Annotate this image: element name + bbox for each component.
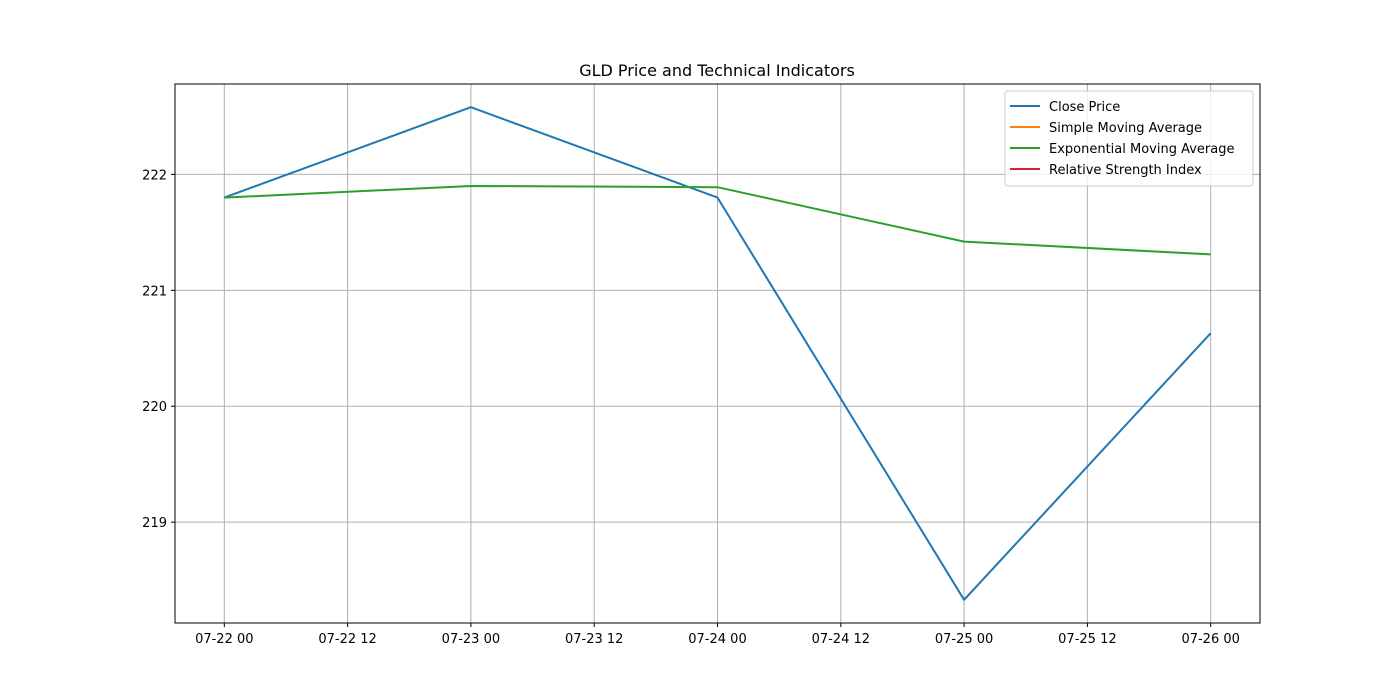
- x-tick-label: 07-25 00: [935, 632, 993, 647]
- chart-title: GLD Price and Technical Indicators: [579, 61, 855, 80]
- x-axis: 07-22 00 07-22 12 07-23 00 07-23 12 07-24 00…: [195, 623, 1240, 647]
- x-tick-label: 07-26 00: [1181, 632, 1239, 647]
- x-tick-label: 07-24 00: [688, 632, 746, 647]
- legend-label: Close Price: [1049, 100, 1120, 115]
- x-tick-label: 07-24 12: [812, 632, 870, 647]
- legend-label: Simple Moving Average: [1049, 121, 1202, 136]
- x-tick-label: 07-22 12: [318, 632, 376, 647]
- x-tick-label: 07-22 00: [195, 632, 253, 647]
- x-tick-label: 07-23 12: [565, 632, 623, 647]
- series-line-0: [223, 106, 1212, 601]
- legend-label: Exponential Moving Average: [1049, 142, 1235, 157]
- y-tick-label: 220: [142, 400, 167, 415]
- legend: Close Price Simple Moving Average Exponent…: [1004, 90, 1254, 187]
- y-tick-label: 221: [142, 284, 167, 299]
- legend-label: Relative Strength Index: [1049, 163, 1202, 178]
- series-lines: [223, 106, 1212, 601]
- x-tick-label: 07-23 00: [442, 632, 500, 647]
- series-line-2: [224, 185, 1211, 256]
- legend-box: [1004, 90, 1254, 187]
- y-tick-label: 219: [142, 516, 167, 531]
- x-tick-label: 07-25 12: [1058, 632, 1116, 647]
- y-axis: 219 220 221 222: [142, 168, 175, 531]
- y-tick-label: 222: [142, 168, 167, 183]
